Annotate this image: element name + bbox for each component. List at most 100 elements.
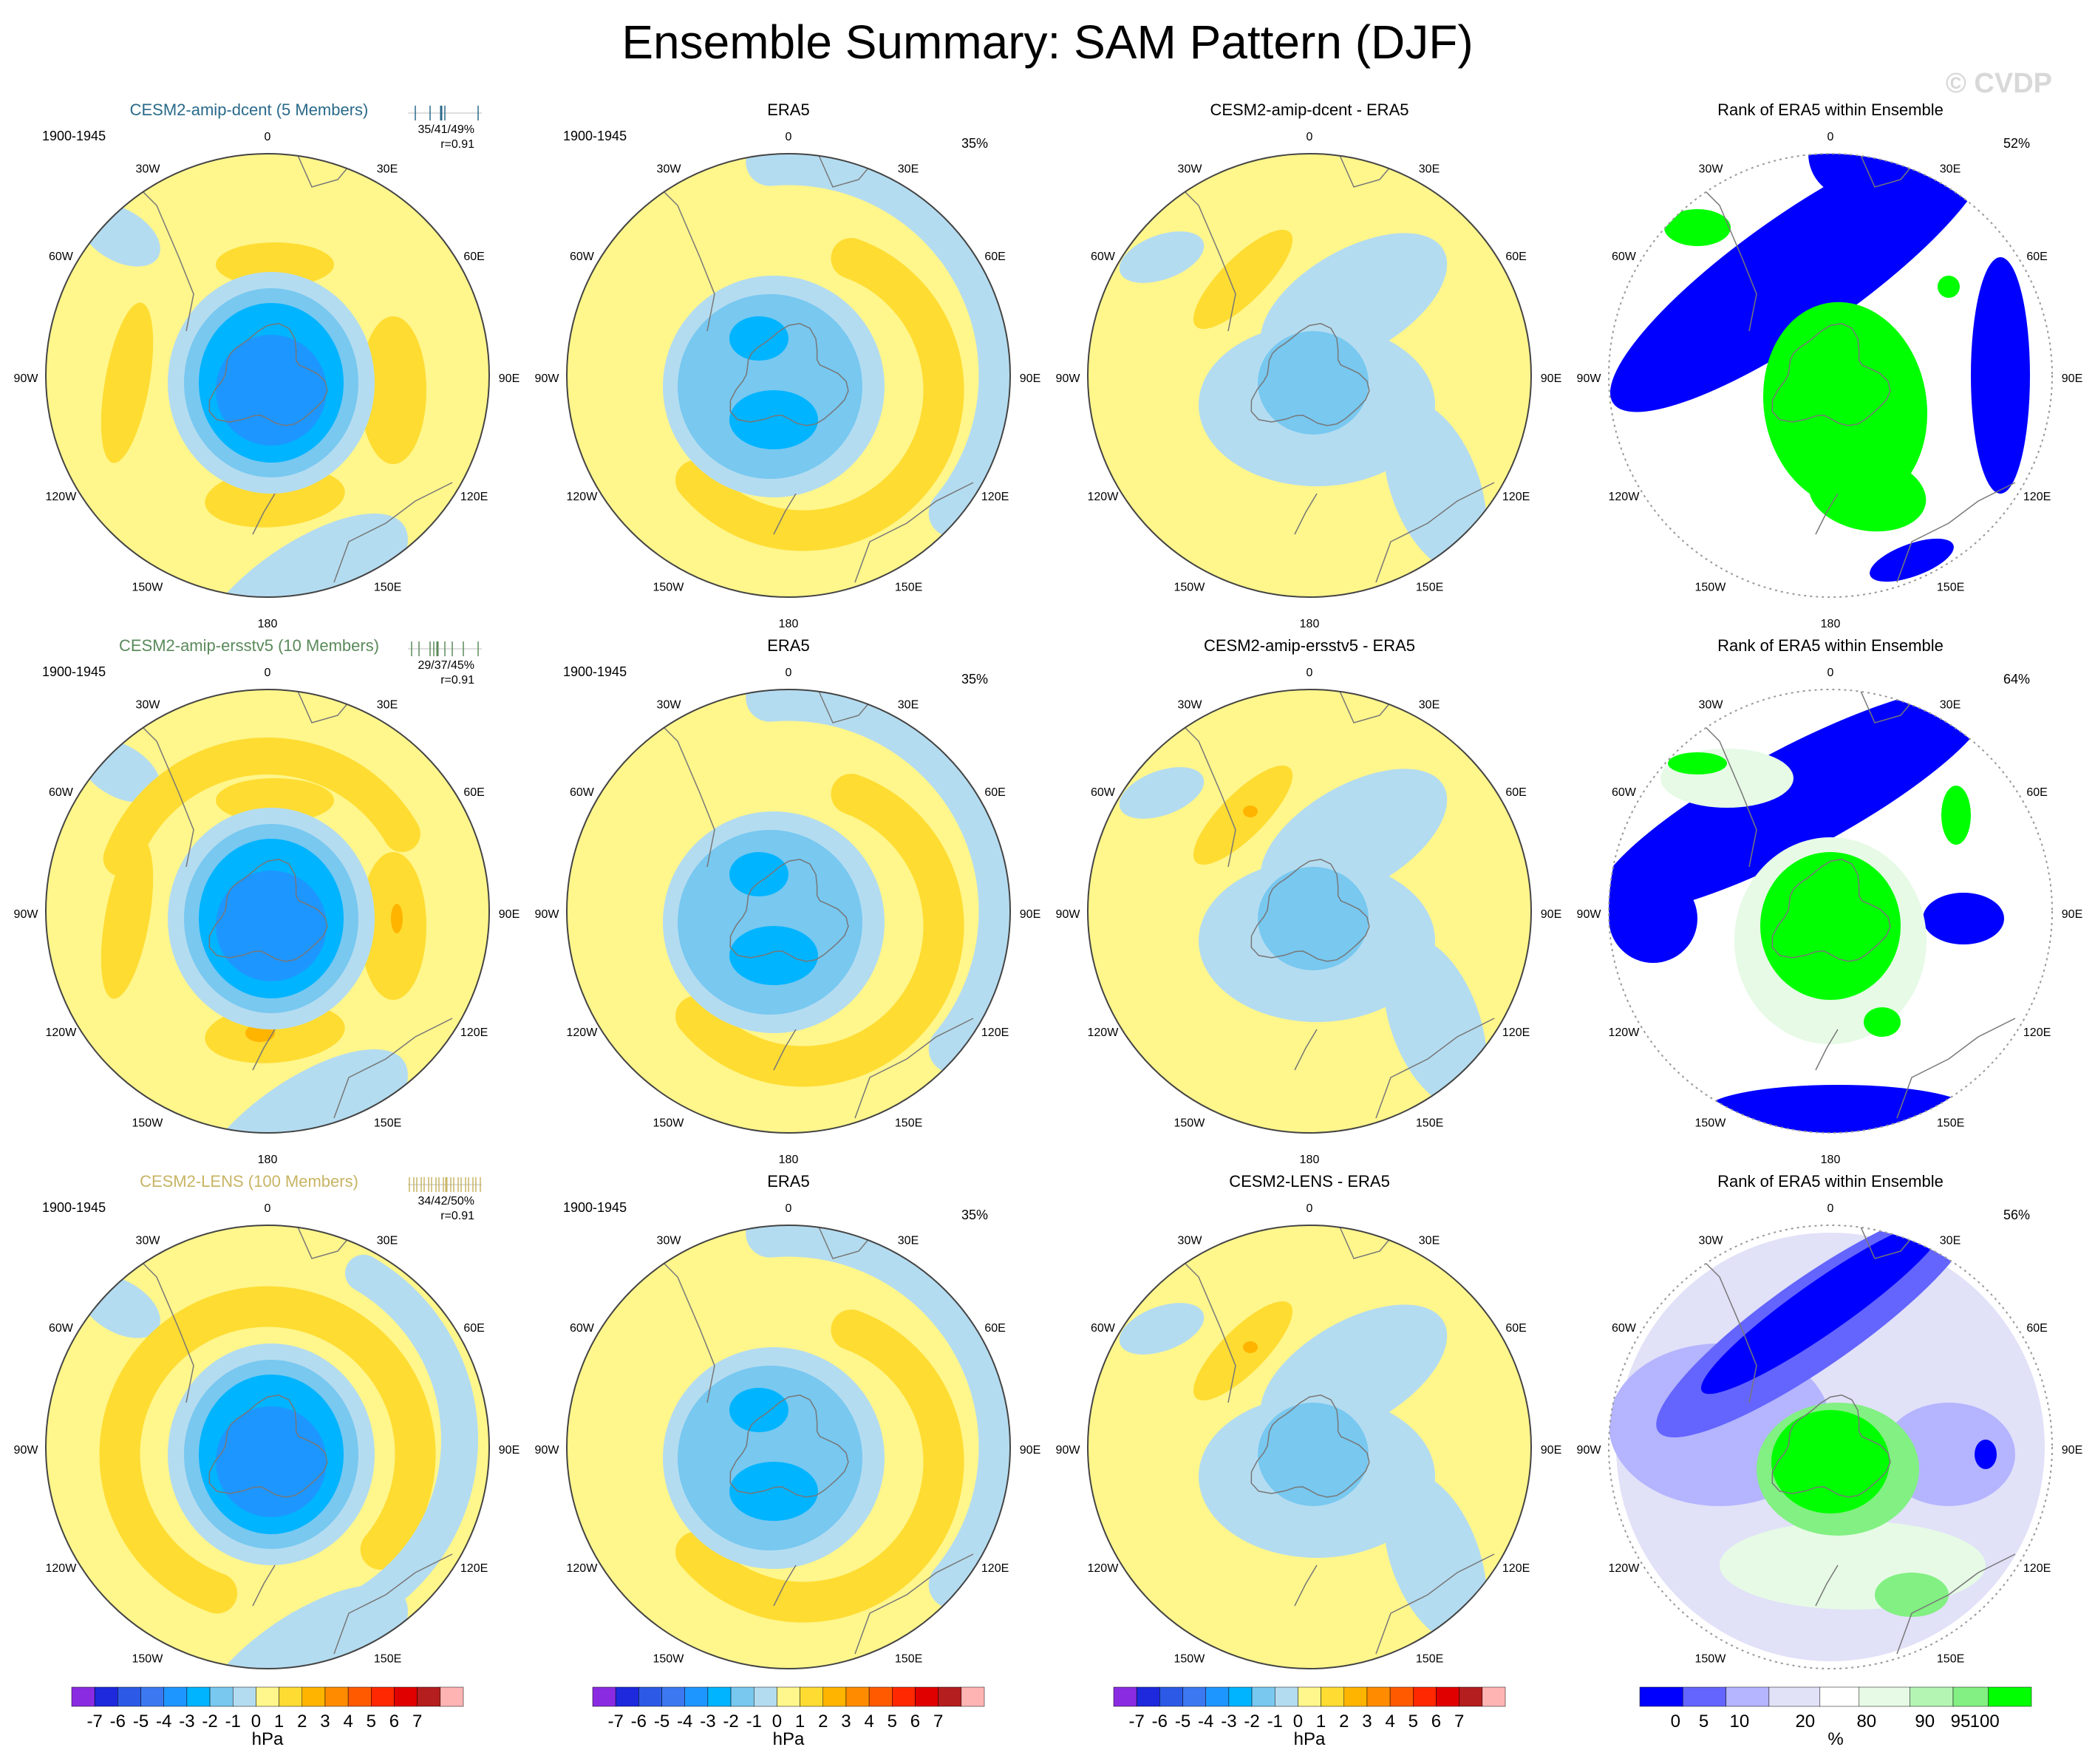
rank-green-south [1864, 1007, 1901, 1037]
longitude-label: 120W [1609, 1562, 1641, 1575]
map-panel-r1-c1: 0 30E 60E 90E 120E 150E 180 150W 120W 90W 60W 30W CE… [14, 101, 520, 630]
longitude-label: 0 [1827, 667, 1834, 679]
colorbar-tick-label: 1 [274, 1712, 284, 1731]
panel-title: Rank of ERA5 within Ensemble [1717, 1172, 1944, 1191]
west-orange-lobe [101, 838, 154, 999]
panel-title: ERA5 [767, 1172, 809, 1191]
diff-east-light-blue-region [1383, 1473, 1487, 1643]
longitude-label: 150W [1695, 1117, 1727, 1129]
colorbar-swatch [279, 1686, 303, 1707]
longitude-label: 60E [2026, 786, 2047, 799]
rank-blue-south [1705, 1085, 1971, 1133]
colorbar-swatch [845, 1686, 870, 1707]
diff-dark-orange-core [1243, 1341, 1258, 1353]
longitude-label: 60E [1505, 786, 1526, 799]
colorbar-tick-label: 4 [864, 1712, 873, 1731]
longitude-label: 150E [895, 1652, 922, 1665]
longitude-label: 120E [1502, 491, 1530, 503]
south-america-coastline [126, 1247, 194, 1403]
colorbar-tick-label: -1 [746, 1712, 762, 1731]
colorbar-tick-label: -7 [87, 1712, 103, 1731]
rank-blue-band-core [1700, 1225, 1946, 1394]
longitude-label: 60E [1505, 251, 1526, 263]
longitude-label: 120E [460, 491, 488, 503]
colorbar-tick-label: 7 [412, 1712, 422, 1731]
south-america-coastline [1168, 1247, 1236, 1403]
longitude-label: 30W [136, 163, 161, 176]
colorbar-tick-label: 7 [933, 1712, 943, 1731]
longitude-label: 30E [898, 163, 919, 176]
south-america-coastline [126, 175, 194, 332]
rank-green-nw [1668, 752, 1727, 774]
colorbar-tick-label: -1 [225, 1712, 241, 1731]
longitude-label: 90W [535, 1444, 560, 1457]
longitude-label: 150W [1695, 581, 1727, 593]
longitude-label: 30E [377, 699, 398, 712]
south-america-coastline [1689, 1247, 1757, 1403]
map-border [566, 1225, 1011, 1669]
australia-coastline [1896, 482, 2016, 583]
colorbar-swatch [117, 1686, 141, 1707]
colorbar-swatch [1205, 1686, 1230, 1707]
colorbar-swatch [1136, 1686, 1160, 1707]
longitude-label: 30E [1419, 1235, 1440, 1247]
longitude-label: 90E [499, 1444, 520, 1457]
colorbar-swatch [1639, 1686, 1683, 1707]
longitude-label: 150W [1174, 1117, 1206, 1129]
antarctica-coastline [1250, 323, 1370, 426]
rank-green-ne [1941, 786, 1971, 845]
longitude-label: 90E [499, 908, 520, 921]
colorbar-units: hPa [773, 1729, 805, 1749]
diff-dark-orange-core [1243, 806, 1258, 817]
orange-arc [103, 738, 420, 877]
map-border [566, 153, 1011, 598]
map-border [1087, 1225, 1532, 1669]
colorbar-swatch [302, 1686, 326, 1707]
rank-agreement-pct: 52% [2003, 136, 2030, 151]
period-label: 1900-1945 [42, 664, 106, 679]
longitude-label: 120E [460, 1026, 488, 1039]
longitude-label: 30W [136, 699, 161, 712]
colorbar-swatch [1819, 1686, 1860, 1707]
longitude-label: 30W [1699, 163, 1724, 176]
longitude-label: 120E [981, 1026, 1009, 1039]
colorbar-swatch [707, 1686, 732, 1707]
longitude-label: 60W [49, 786, 74, 799]
new-zealand-coastline [773, 1564, 797, 1607]
era5-blue-core-south [729, 1462, 818, 1521]
rank-colorbar: 0 5 10 20 80 90 95 100% [1639, 1686, 2032, 1749]
longitude-label: 90E [1541, 908, 1561, 921]
colorbar-swatch [347, 1686, 372, 1707]
longitude-label: 90W [14, 1444, 39, 1457]
colorbar-tick-label: -4 [677, 1712, 692, 1731]
era5-blue-core-north [729, 852, 788, 896]
colorbar-units: hPa [252, 1729, 284, 1749]
colorbar-tick-label: 20 [1795, 1712, 1815, 1731]
longitude-label: 120W [1088, 1026, 1120, 1039]
polar-dark-blue-core [216, 335, 327, 446]
australia-coastline [854, 1553, 974, 1655]
panel-title: CESM2-amip-dcent - ERA5 [1210, 101, 1409, 119]
australia-coastline [1375, 1553, 1495, 1655]
longitude-label: 30W [657, 699, 682, 712]
map-panel-r2-c1: 0 30E 60E 90E 120E 150E 180 150W 120W 90W 60W 30W CE… [14, 636, 520, 1166]
longitude-label: 120E [2023, 1562, 2051, 1575]
map-panel-r2-c2: 0 30E 60E 90E 120E 150E 180 150W 120W 90W 60W 30W ER… [535, 636, 1041, 1166]
colorbar-swatch [94, 1686, 118, 1707]
panel-title: CESM2-LENS (100 Members) [140, 1172, 358, 1191]
map-border [566, 689, 1011, 1134]
colorbar-swatch [1321, 1686, 1345, 1707]
colorbar-tick-label: 2 [297, 1712, 307, 1731]
pattern-correlation: r=0.91 [440, 138, 474, 151]
rank-green-south [1808, 455, 1927, 532]
period-label: 1900-1945 [42, 129, 106, 143]
south-america-coastline [647, 711, 715, 868]
south-america-coastline [647, 1247, 715, 1403]
new-zealand-coastline [1294, 1029, 1318, 1071]
diff-mid-blue-core [1258, 867, 1369, 970]
map-border [1608, 153, 2053, 598]
longitude-label: 30W [1699, 1235, 1724, 1247]
longitude-label: 60W [1091, 786, 1116, 799]
longitude-label: 30E [1940, 699, 1961, 712]
colorbar-swatch [256, 1686, 279, 1707]
